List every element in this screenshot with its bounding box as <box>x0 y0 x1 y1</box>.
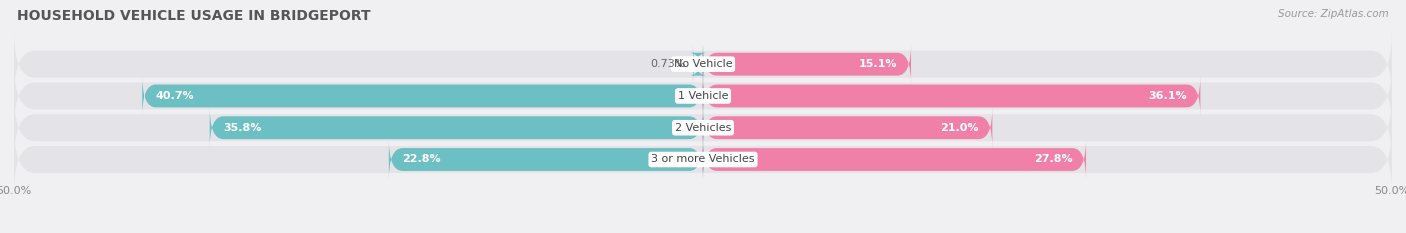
Text: 3 or more Vehicles: 3 or more Vehicles <box>651 154 755 164</box>
FancyBboxPatch shape <box>209 107 703 148</box>
Text: No Vehicle: No Vehicle <box>673 59 733 69</box>
FancyBboxPatch shape <box>14 94 1392 162</box>
FancyBboxPatch shape <box>703 107 993 148</box>
FancyBboxPatch shape <box>703 44 911 85</box>
Text: 2 Vehicles: 2 Vehicles <box>675 123 731 133</box>
Text: 36.1%: 36.1% <box>1149 91 1187 101</box>
Text: HOUSEHOLD VEHICLE USAGE IN BRIDGEPORT: HOUSEHOLD VEHICLE USAGE IN BRIDGEPORT <box>17 9 371 23</box>
FancyBboxPatch shape <box>14 30 1392 98</box>
Text: 35.8%: 35.8% <box>224 123 262 133</box>
FancyBboxPatch shape <box>389 139 703 180</box>
Text: 15.1%: 15.1% <box>859 59 897 69</box>
Text: 22.8%: 22.8% <box>402 154 441 164</box>
Text: 40.7%: 40.7% <box>156 91 194 101</box>
Text: 0.73%: 0.73% <box>651 59 686 69</box>
FancyBboxPatch shape <box>14 125 1392 194</box>
Text: 27.8%: 27.8% <box>1033 154 1073 164</box>
FancyBboxPatch shape <box>142 76 703 116</box>
Text: 21.0%: 21.0% <box>941 123 979 133</box>
Text: 1 Vehicle: 1 Vehicle <box>678 91 728 101</box>
FancyBboxPatch shape <box>14 62 1392 130</box>
FancyBboxPatch shape <box>703 76 1201 116</box>
FancyBboxPatch shape <box>689 44 707 85</box>
Text: Source: ZipAtlas.com: Source: ZipAtlas.com <box>1278 9 1389 19</box>
FancyBboxPatch shape <box>703 139 1085 180</box>
